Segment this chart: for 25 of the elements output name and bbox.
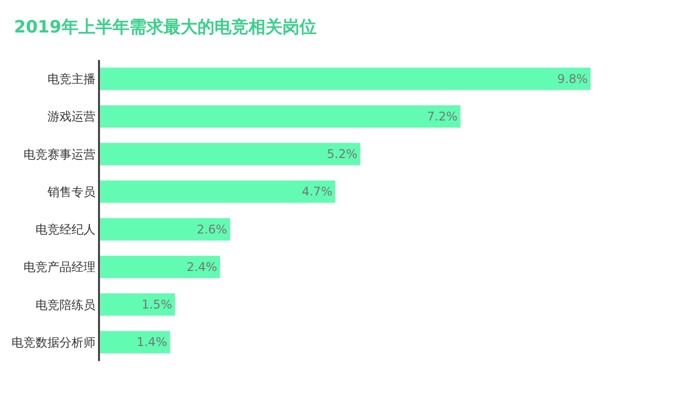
bar bbox=[100, 180, 336, 204]
y-tick-label: 电竞经纪人 bbox=[36, 222, 96, 237]
bar bbox=[100, 218, 230, 241]
bar bbox=[100, 293, 176, 316]
chart-title: 2019年上半年需求最大的电竞相关岗位 bbox=[14, 17, 316, 38]
bar bbox=[100, 104, 461, 128]
bar bbox=[100, 330, 170, 354]
y-tick-label: 销售专员 bbox=[46, 184, 96, 199]
bar bbox=[100, 255, 220, 278]
data-label: 4.7% bbox=[302, 184, 332, 199]
y-tick-label: 游戏运营 bbox=[48, 110, 96, 124]
y-tick-label: 电竞产品经理 bbox=[24, 260, 96, 274]
data-label: 1.5% bbox=[142, 298, 172, 312]
data-label: 5.2% bbox=[326, 147, 358, 162]
data-label: 2.4% bbox=[186, 260, 218, 274]
y-tick-label: 电竞数据分析师 bbox=[12, 335, 96, 350]
y-tick-label: 电竞赛事运营 bbox=[24, 147, 96, 162]
data-label: 2.6% bbox=[196, 222, 228, 236]
y-tick-label: 电竞主播 bbox=[48, 72, 96, 86]
y-tick-label: 电竞陪练员 bbox=[36, 298, 96, 312]
data-label: 7.2% bbox=[427, 109, 458, 124]
data-label: 1.4% bbox=[136, 335, 168, 350]
data-label: 9.8% bbox=[557, 72, 588, 86]
bar bbox=[100, 67, 591, 90]
bar bbox=[100, 142, 361, 166]
